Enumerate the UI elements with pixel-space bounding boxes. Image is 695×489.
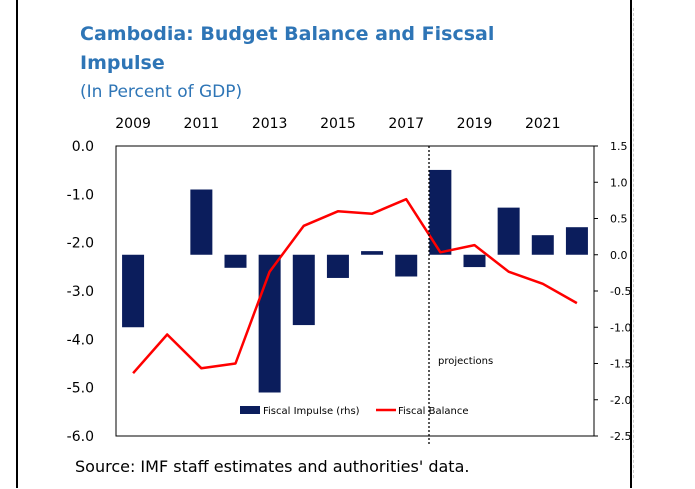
y-right-tick-label: -1.0 [610, 321, 631, 334]
y-left-tick-label: -5.0 [67, 381, 94, 397]
bar-fiscal-impulse-2020 [497, 207, 520, 255]
y-right-tick-label: 0.5 [610, 213, 628, 226]
plot-area [115, 145, 595, 437]
y-left-tick-label: -6.0 [67, 429, 94, 445]
chart-frame [16, 0, 632, 488]
y-right-tick-label: -0.5 [610, 285, 631, 298]
page-edge-dashes [633, 8, 634, 478]
y-left-tick-label: -1.0 [67, 187, 94, 203]
y-left-tick-label: -3.0 [67, 284, 94, 300]
x-axis-top-ticks: 2009 2011 2013 2015 2017 2019 2021 [115, 116, 560, 132]
x-tick-label: 2009 [115, 116, 151, 132]
chart-subtitle: (In Percent of GDP) [80, 82, 243, 102]
bar-fiscal-impulse-2013 [258, 254, 281, 393]
x-tick-label: 2021 [525, 116, 561, 132]
bar-fiscal-impulse-2016 [361, 251, 384, 255]
bar-fiscal-impulse-2015 [326, 254, 349, 278]
x-tick-label: 2015 [320, 116, 356, 132]
bar-fiscal-impulse-2019 [463, 254, 486, 268]
y-left-tick-label: 0.0 [72, 139, 94, 155]
x-tick-label: 2017 [388, 116, 424, 132]
y-right-tick-label: 1.0 [610, 176, 628, 189]
y-right-tick-label: -1.5 [610, 358, 631, 371]
y-right-tick-label: -2.5 [610, 430, 631, 443]
y-left-tick-label: -2.0 [67, 236, 94, 252]
bar-fiscal-impulse-2021 [531, 235, 554, 255]
bar-fiscal-impulse-2018 [429, 169, 452, 255]
y-left-tick-label: -4.0 [67, 332, 94, 348]
y-axis-left-ticks: 0.0 -1.0 -2.0 -3.0 -4.0 -5.0 -6.0 [67, 139, 94, 445]
projections-label: projections [438, 356, 493, 367]
fiscal-impulse-bars [122, 169, 588, 393]
y-right-tick-label: 0.0 [610, 249, 628, 262]
bar-fiscal-impulse-2014 [292, 254, 315, 326]
legend: Fiscal Impulse (rhs) Fiscal Balance [240, 406, 468, 417]
bar-fiscal-impulse-2009 [122, 254, 145, 328]
y-right-tick-label: 1.5 [610, 140, 628, 153]
x-tick-label: 2011 [184, 116, 220, 132]
x-tick-label: 2013 [252, 116, 288, 132]
bar-fiscal-impulse-2017 [395, 254, 418, 277]
legend-swatch-fiscal-impulse [240, 406, 260, 414]
y-axis-right-ticks: 1.5 1.0 0.5 0.0 -0.5 -1.0 -1.5 -2.0 -2.5 [594, 140, 631, 443]
y-right-tick-label: -2.0 [610, 394, 631, 407]
legend-label-fiscal-balance: Fiscal Balance [398, 406, 468, 417]
legend-label-fiscal-impulse: Fiscal Impulse (rhs) [263, 406, 360, 417]
bar-fiscal-impulse-2011 [190, 189, 213, 255]
bar-fiscal-impulse-2012 [224, 254, 247, 268]
fiscal-balance-line [132, 197, 578, 375]
bar-fiscal-impulse-2022 [565, 227, 588, 255]
source-note: Source: IMF staff estimates and authorit… [75, 457, 470, 476]
chart-title: Cambodia: Budget Balance and Fiscsal Imp… [80, 23, 495, 74]
x-tick-label: 2019 [457, 116, 493, 132]
